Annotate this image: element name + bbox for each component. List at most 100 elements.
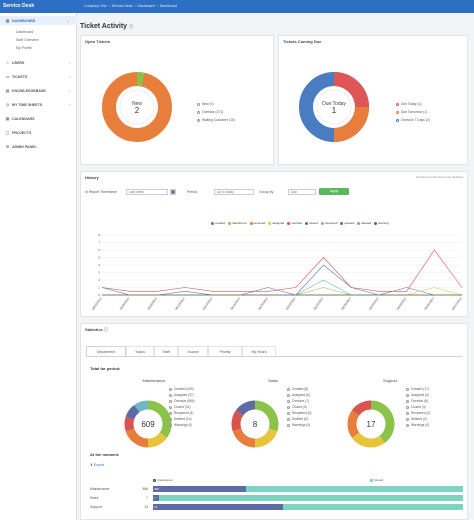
period-select[interactable]: Up to today xyxy=(214,189,254,195)
tab-topics[interactable]: Topics xyxy=(126,346,154,356)
sidebar-item-knowledgebase[interactable]: ▤ Knowledgebase › xyxy=(0,86,77,95)
bar-fill[interactable]: 13 xyxy=(153,504,284,510)
sidebar-item-admin-panel[interactable]: ⚙ Admin Panel xyxy=(0,142,77,151)
legend-item[interactable]: Reopened (1) xyxy=(406,410,431,416)
donut-slice[interactable] xyxy=(124,416,135,432)
info-icon[interactable]: ⓘ xyxy=(103,327,108,332)
legend-item[interactable]: Overdue 7 Days (2) xyxy=(396,118,430,122)
donut-slice[interactable] xyxy=(147,400,172,438)
legend-item[interactable]: Created (409) xyxy=(169,386,195,392)
legend-item[interactable]: Overdue (584) xyxy=(169,398,195,404)
donut-slice[interactable] xyxy=(125,404,140,420)
bar-track[interactable] xyxy=(153,504,463,510)
breadcrumb-item[interactable]: Company One xyxy=(84,4,107,8)
donut-slice-due-today[interactable] xyxy=(333,72,369,108)
series-legend-created[interactable]: created xyxy=(211,221,225,225)
apply-button[interactable]: Apply xyxy=(319,188,349,195)
donut-slice-new[interactable] xyxy=(136,72,145,87)
series-legend-overdue[interactable]: overdue xyxy=(287,221,302,225)
timeframe-select[interactable]: Last week xyxy=(126,189,168,195)
donut-slice[interactable] xyxy=(147,432,168,448)
donut-slice[interactable] xyxy=(254,428,278,448)
legend-item[interactable]: Warnings (0) xyxy=(406,422,431,428)
calendar-icon[interactable]: ▦ xyxy=(170,189,176,195)
series-legend-transferred[interactable]: transferred xyxy=(228,221,247,225)
refresh-note: Dashboard refreshing was disabled xyxy=(415,175,463,179)
breadcrumb-item[interactable]: Dashboard xyxy=(137,4,155,8)
tab-department[interactable]: Department xyxy=(86,346,126,356)
legend-item[interactable]: Deleted (14) xyxy=(169,416,195,422)
legend-item[interactable]: Overdue (271) xyxy=(197,110,223,114)
legend-item[interactable]: Reopened (0) xyxy=(287,410,312,416)
series-legend-assigned[interactable]: assigned xyxy=(268,221,284,225)
series-legend-warning[interactable]: warning xyxy=(374,221,389,225)
sidebar-item-projects[interactable]: ▢ Projects xyxy=(0,128,77,137)
tab-priority[interactable]: Priority xyxy=(208,346,242,356)
sidebar-sub-dashboard[interactable]: Dashboard xyxy=(16,30,34,34)
legend-dot xyxy=(406,399,409,403)
open-tickets-donut[interactable]: New 2 xyxy=(101,71,173,143)
bar-fill[interactable]: 366 xyxy=(153,486,246,492)
bar-fill[interactable]: 7 xyxy=(153,495,160,501)
sidebar-item-tickets[interactable]: ▭ Tickets › xyxy=(0,72,77,81)
group-by-select[interactable]: Day xyxy=(288,189,316,195)
donut-slice-due-tomorrow[interactable] xyxy=(333,106,369,142)
legend-item[interactable]: Assigned (4) xyxy=(406,392,431,398)
legend-item[interactable]: Warnings (0) xyxy=(287,422,312,428)
donut-slice[interactable] xyxy=(232,428,256,448)
export-link[interactable]: ⬇ Export xyxy=(90,463,104,467)
series-line-overdue[interactable] xyxy=(101,249,463,292)
bar-value: 7 xyxy=(146,496,148,500)
donut-slice[interactable] xyxy=(347,410,360,438)
legend-item[interactable]: Closed (31) xyxy=(169,404,195,410)
donut-slice[interactable] xyxy=(351,400,372,416)
series-line-created[interactable] xyxy=(101,264,462,296)
legend-item[interactable]: Closed (3) xyxy=(406,404,431,410)
tab-my-hours[interactable]: My Hours xyxy=(242,346,276,356)
donut-slice[interactable] xyxy=(254,400,279,432)
legend-item[interactable]: Created (17) xyxy=(406,386,431,392)
series-legend-reopened[interactable]: reopened xyxy=(320,221,337,225)
legend-item[interactable]: Overdue (8) xyxy=(406,398,431,404)
legend-item[interactable]: Due Tomorrow (1) xyxy=(396,110,427,114)
tab-source[interactable]: Source xyxy=(178,346,208,356)
legend-item[interactable]: Assigned (6) xyxy=(287,392,312,398)
sidebar-item-dashboard[interactable]: ▦ Dashboard ⌄ xyxy=(0,16,77,25)
breadcrumb-item[interactable]: Service Desk xyxy=(111,4,133,8)
legend-item[interactable]: Due Today (1) xyxy=(396,102,422,106)
legend-item[interactable]: Reopened (4) xyxy=(169,410,195,416)
legend-item[interactable]: Deleted (5) xyxy=(287,416,312,422)
bar-track[interactable] xyxy=(153,495,463,501)
bar-track[interactable] xyxy=(153,486,463,492)
series-legend-closed[interactable]: closed xyxy=(305,221,318,225)
coming-due-donut[interactable]: Due Today 1 xyxy=(298,71,370,143)
legend-item[interactable]: Overdue (7) xyxy=(287,398,312,404)
donut-slice[interactable] xyxy=(351,432,385,448)
info-icon[interactable]: ⓘ xyxy=(129,24,134,29)
series-legend-deleted[interactable]: deleted xyxy=(357,221,371,225)
series-legend-resumed[interactable]: resumed xyxy=(249,221,265,225)
sidebar-sub-staff-overview[interactable]: Staff Overview xyxy=(16,38,39,42)
legend-item[interactable]: Closed (3) xyxy=(287,404,312,410)
bar-label: Maintenance xyxy=(90,487,110,491)
sidebar-item-users[interactable]: ☺ Users › xyxy=(0,58,77,67)
legend-item[interactable]: Assigned (37) xyxy=(169,392,195,398)
donut-slice[interactable] xyxy=(231,410,244,432)
sidebar-item-my-time-sheets[interactable]: ◷ My Time Sheets › xyxy=(0,100,77,109)
sidebar-item-calendars[interactable]: ▣ Calendars xyxy=(0,114,77,123)
legend-item[interactable]: Created (8) xyxy=(287,386,312,392)
donut-slice[interactable] xyxy=(370,400,395,444)
series-legend-paused[interactable]: paused xyxy=(340,221,354,225)
donut-slice[interactable] xyxy=(134,400,149,413)
legend-item[interactable]: Deleted (2) xyxy=(406,416,431,422)
app-title[interactable]: Service Desk xyxy=(3,3,35,9)
tab-staff[interactable]: Staff xyxy=(154,346,178,356)
donut-center xyxy=(119,89,155,125)
legend-item[interactable]: Waiting Customer (10) xyxy=(197,118,235,122)
sidebar-sub-my-profile[interactable]: My Profile xyxy=(16,46,32,50)
donut-slice[interactable] xyxy=(125,428,149,448)
legend-dot xyxy=(169,393,172,397)
legend-item[interactable]: Warnings (0) xyxy=(169,422,195,428)
legend-item[interactable]: New (0) xyxy=(197,102,214,106)
donut-slice[interactable] xyxy=(235,400,256,416)
